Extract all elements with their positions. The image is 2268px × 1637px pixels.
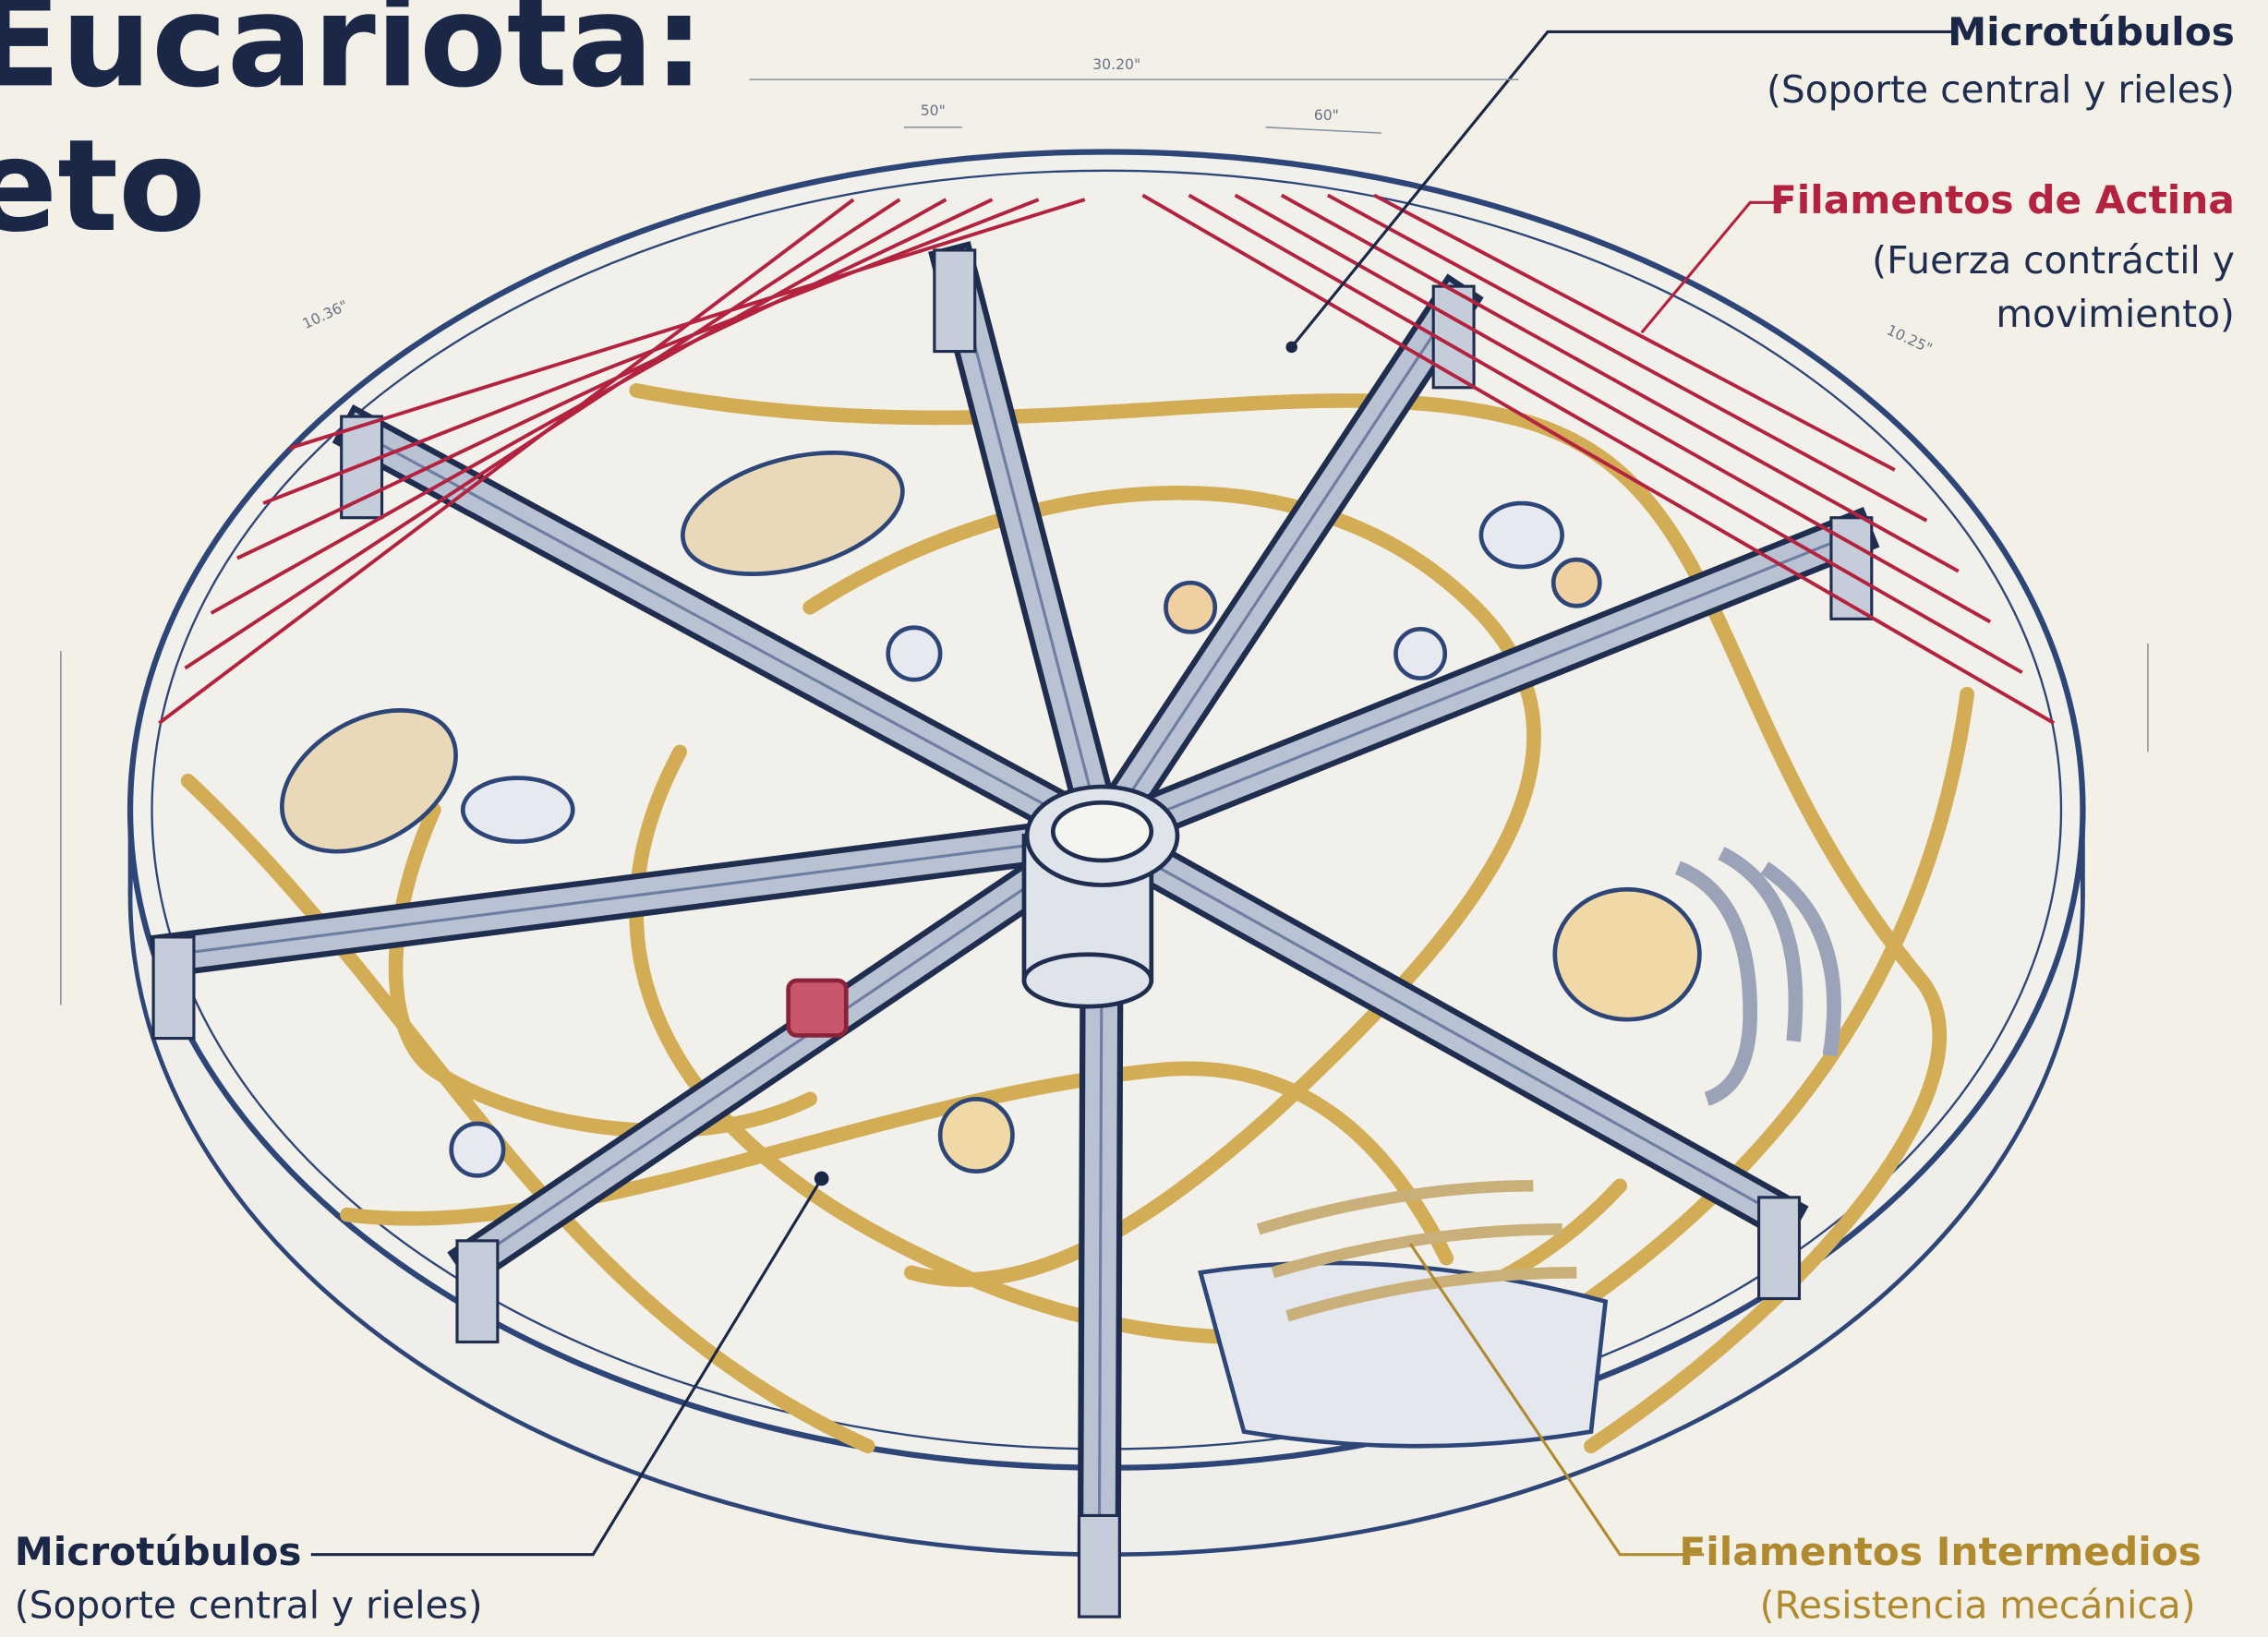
label-description: (Soporte central y rieles)	[1767, 67, 2235, 112]
microtubule-spokes-part	[153, 937, 194, 1039]
dimension-label: 60"	[1314, 106, 1339, 124]
microtubule-spokes-part	[457, 1241, 498, 1342]
title-line: eto	[0, 112, 206, 260]
label-title: Microtúbulos	[1948, 9, 2235, 54]
dimension-label: 50"	[921, 102, 946, 119]
organelles-part	[888, 628, 940, 680]
organelles-part	[789, 981, 847, 1036]
microtubule-spokes-part	[1759, 1198, 1800, 1299]
organelles-part	[1481, 503, 1562, 567]
organelles-part	[1165, 583, 1214, 632]
label-description: (Soporte central y rieles)	[15, 1583, 483, 1628]
organelles-part	[452, 1124, 503, 1175]
organelles-part	[1553, 560, 1599, 606]
label-description: (Fuerza contráctil y	[1872, 238, 2235, 283]
organelles-part	[1555, 889, 1700, 1019]
organelles-part	[463, 778, 573, 842]
page: 30.20" 50" 60" 10.36" 10.25" Eucariota: …	[0, 0, 2268, 1637]
hub-part	[1024, 955, 1152, 1006]
dimension-label: 30.20"	[1092, 55, 1140, 73]
label-description: (Resistencia mecánica)	[1760, 1583, 2196, 1628]
microtubule-spokes-part	[1079, 1515, 1119, 1617]
label-description: movimiento)	[1996, 292, 2235, 336]
organelles-part	[1395, 629, 1444, 678]
label-title: Microtúbulos	[15, 1529, 302, 1574]
organelles-part	[940, 1099, 1012, 1171]
diagram: 30.20" 50" 60" 10.36" 10.25" Eucariota: …	[0, 0, 2268, 1637]
leader-lines-part	[1285, 342, 1297, 354]
label-title: Filamentos de Actina	[1770, 177, 2235, 223]
title-line: Eucariota:	[0, 0, 705, 115]
microtubule-spokes-part	[935, 250, 975, 352]
hub-part	[1053, 802, 1152, 861]
leader-lines-part	[814, 1172, 829, 1186]
label-title: Filamentos Intermedios	[1679, 1529, 2201, 1574]
